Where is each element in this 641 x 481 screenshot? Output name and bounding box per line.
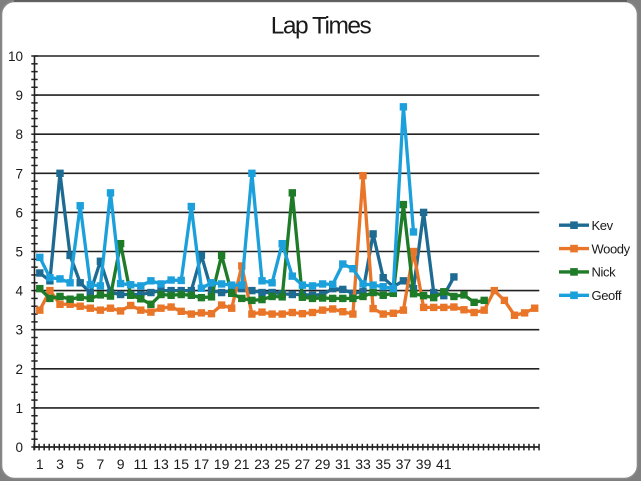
svg-text:23: 23 xyxy=(254,456,270,472)
svg-text:Lap Times: Lap Times xyxy=(271,13,372,40)
svg-text:8: 8 xyxy=(15,127,23,142)
svg-text:25: 25 xyxy=(274,456,290,472)
svg-text:19: 19 xyxy=(214,456,230,472)
svg-text:33: 33 xyxy=(355,456,371,472)
svg-text:27: 27 xyxy=(295,456,311,472)
svg-text:Kev: Kev xyxy=(592,218,614,233)
svg-text:15: 15 xyxy=(173,456,189,472)
svg-text:4: 4 xyxy=(15,284,23,299)
svg-text:1: 1 xyxy=(36,456,44,472)
svg-text:5: 5 xyxy=(76,456,84,472)
svg-text:41: 41 xyxy=(436,456,452,472)
svg-text:9: 9 xyxy=(15,88,23,103)
svg-text:2: 2 xyxy=(15,362,23,377)
svg-text:35: 35 xyxy=(375,456,391,472)
svg-text:21: 21 xyxy=(234,456,250,472)
svg-text:17: 17 xyxy=(194,456,210,472)
svg-text:3: 3 xyxy=(15,323,23,338)
svg-text:1: 1 xyxy=(15,401,23,416)
svg-text:0: 0 xyxy=(15,440,23,455)
svg-text:6: 6 xyxy=(15,205,23,220)
svg-text:37: 37 xyxy=(396,456,412,472)
svg-text:Nick: Nick xyxy=(592,265,617,280)
svg-text:3: 3 xyxy=(56,456,64,472)
svg-text:13: 13 xyxy=(153,456,169,472)
svg-text:31: 31 xyxy=(335,456,351,472)
svg-text:5: 5 xyxy=(15,245,23,260)
svg-text:Geoff: Geoff xyxy=(592,288,622,303)
svg-text:11: 11 xyxy=(134,456,149,472)
svg-text:39: 39 xyxy=(416,456,432,472)
svg-text:7: 7 xyxy=(97,456,105,472)
svg-text:10: 10 xyxy=(8,49,23,64)
svg-text:7: 7 xyxy=(15,166,23,181)
svg-text:9: 9 xyxy=(117,456,125,472)
svg-text:Woody: Woody xyxy=(592,241,631,256)
svg-text:29: 29 xyxy=(315,456,331,472)
